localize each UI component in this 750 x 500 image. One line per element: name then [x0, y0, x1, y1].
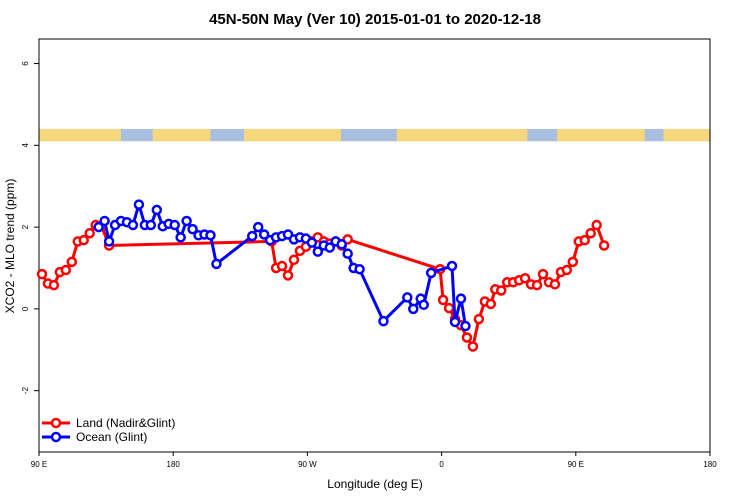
series-ocean [93, 199, 471, 332]
land-band-segment [152, 128, 211, 142]
y-tick-label: 4 [21, 143, 30, 148]
y-tick-label: 6 [21, 61, 30, 66]
data-point [567, 256, 579, 268]
data-point [306, 237, 318, 248]
data-point [531, 279, 543, 291]
data-point [561, 264, 573, 276]
x-tick-label: 90 E [31, 460, 47, 469]
data-point [282, 270, 294, 281]
series-layer [36, 199, 610, 352]
data-point [258, 229, 270, 240]
x-axis: 90 E 180 90 W 0 90 E 180 [31, 452, 717, 469]
data-point [36, 268, 48, 280]
data-point [449, 316, 461, 328]
data-point [127, 219, 139, 231]
data-point [175, 232, 186, 243]
data-point [133, 199, 145, 210]
x-axis-label: Longitude (deg E) [327, 477, 422, 491]
land-ocean-band [39, 128, 710, 142]
data-point [549, 279, 561, 290]
data-point [425, 267, 437, 279]
data-point [246, 230, 258, 242]
data-point [252, 221, 264, 233]
y-tick-label: 0 [21, 306, 30, 311]
y-axis: -2 0 2 4 6 [21, 61, 39, 394]
legend-label-land: Land (Nadir&Glint) [76, 416, 175, 430]
x-tick-label: 0 [439, 460, 444, 469]
data-point [485, 298, 497, 310]
data-point [99, 215, 110, 227]
data-point [181, 215, 192, 227]
data-point [145, 219, 157, 231]
data-point [312, 246, 324, 257]
data-point [84, 227, 95, 239]
data-point [408, 303, 419, 315]
plot-frame [38, 38, 711, 453]
data-point [585, 227, 596, 239]
legend-marker-land [50, 417, 62, 429]
land-band-segment [244, 128, 341, 142]
data-point [437, 294, 449, 306]
land-band-segment [557, 128, 645, 142]
data-point [276, 260, 288, 272]
data-point [103, 236, 115, 247]
data-point [461, 332, 473, 343]
data-point [66, 256, 78, 268]
data-point [443, 302, 455, 314]
data-point [169, 219, 180, 231]
data-point [93, 221, 104, 233]
legend-label-ocean: Ocean (Glint) [76, 430, 147, 444]
data-point [519, 272, 531, 284]
land-band-segment [39, 128, 122, 142]
data-point [467, 341, 479, 352]
data-point [78, 234, 89, 246]
data-point [187, 223, 198, 235]
data-point [473, 313, 485, 325]
data-point [598, 240, 610, 251]
y-tick-label: -2 [21, 387, 30, 395]
y-axis-label: XCO2 - MLO trend (ppm) [3, 179, 17, 314]
legend-marker-ocean [50, 431, 62, 443]
data-point [446, 260, 458, 272]
data-point [579, 234, 590, 246]
data-point [211, 258, 222, 270]
data-point [205, 230, 216, 241]
data-point [402, 292, 413, 303]
x-tick-label: 90 W [298, 460, 317, 469]
land-band-segment [396, 128, 528, 142]
data-point [354, 263, 365, 275]
data-point [342, 248, 353, 259]
data-point [48, 279, 60, 291]
chart-title: 45N-50N May (Ver 10) 2015-01-01 to 2020-… [209, 11, 541, 28]
data-point [460, 320, 471, 332]
data-point [495, 285, 507, 296]
land-band-segment [663, 128, 710, 142]
data-point [60, 264, 72, 276]
data-point [378, 315, 389, 327]
data-point [537, 268, 549, 280]
legend: Land (Nadir&Glint) Ocean (Glint) [42, 416, 175, 444]
x-tick-label: 180 [167, 460, 181, 469]
x-tick-label: 90 E [568, 460, 584, 469]
data-point [151, 204, 163, 216]
data-point [418, 299, 429, 311]
x-tick-label: 180 [703, 460, 717, 469]
data-point [455, 293, 467, 304]
data-point [336, 239, 347, 250]
data-point [324, 242, 336, 253]
data-point [288, 254, 300, 266]
data-point [591, 219, 602, 231]
y-tick-label: 2 [21, 224, 30, 229]
